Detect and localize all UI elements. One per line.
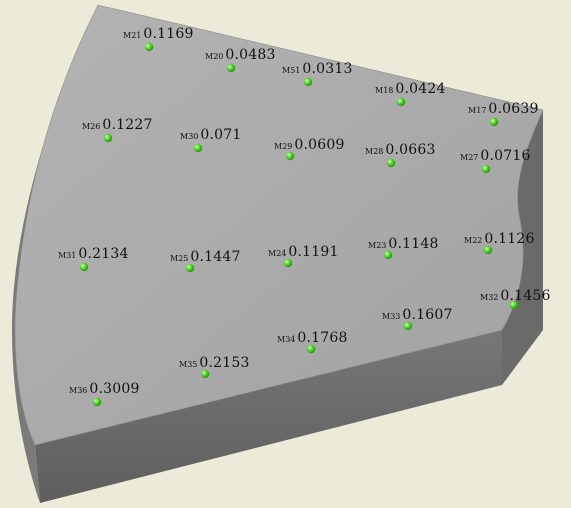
measurement-id: M18 [375,86,394,95]
measurement-point-m34[interactable] [306,344,316,354]
measurement-tag: M29 0.0609 [274,138,345,152]
measurement-value: 0.1607 [402,307,453,323]
measurement-point-m20[interactable] [226,63,236,73]
part-front-face [35,330,502,503]
measurement-id: M28 [365,147,384,156]
measurement-id: M24 [268,249,287,258]
measurement-point-m31[interactable] [79,262,89,272]
measurement-point-m35[interactable] [200,369,210,379]
measurement-tag: M51 0.0313 [282,62,353,76]
measurement-id: M17 [468,106,487,115]
measurement-value: 0.1126 [484,231,535,247]
measurement-id: M51 [282,66,301,75]
measurement-point-m24[interactable] [283,258,293,268]
measurement-value: 0.0609 [294,137,345,153]
measurement-tag: M24 0.1191 [268,245,339,259]
measurement-tag: M33 0.1607 [382,308,453,322]
measurement-id: M27 [460,153,479,162]
measurement-value: 0.1768 [297,330,348,346]
measurement-tag: M20 0.0483 [205,48,276,62]
measurement-value: 0.0424 [395,81,446,97]
measurement-tag: M28 0.0663 [365,143,436,157]
part-top-face [14,4,544,446]
measurement-tag: M35 0.2153 [179,356,250,370]
measurement-tag: M27 0.0716 [460,149,531,163]
measurement-point-m22[interactable] [483,245,493,255]
measurement-id: M35 [179,360,198,369]
measurement-tag: M30 0.071 [180,128,241,142]
measurement-tag: M25 0.1447 [170,250,241,264]
measurement-point-m30[interactable] [193,143,203,153]
measurement-tag: M22 0.1126 [464,232,535,246]
measurement-value: 0.2153 [199,355,250,371]
measurement-point-m26[interactable] [103,133,113,143]
measurement-point-m51[interactable] [303,77,313,87]
measurement-tag: M31 0.2134 [58,247,129,261]
part-inner-arc-face [502,110,543,385]
measurement-point-m28[interactable] [386,158,396,168]
measurement-tag: M26 0.1227 [82,118,153,132]
measurement-value: 0.071 [200,127,242,143]
measurement-id: M25 [170,254,189,263]
measurement-id: M21 [123,31,142,40]
measurement-id: M23 [368,241,387,250]
measurement-point-m23[interactable] [383,250,393,260]
measurement-id: M34 [277,335,296,344]
measurement-point-m33[interactable] [403,321,413,331]
measurement-point-m32[interactable] [509,300,519,310]
measurement-tag: M32 0.1456 [480,289,551,303]
measurement-point-m21[interactable] [144,42,154,52]
measurement-point-m17[interactable] [489,117,499,127]
measurement-id: M30 [180,132,199,141]
measurement-value: 0.1148 [388,236,439,252]
measurement-id: M32 [480,293,499,302]
measurement-tag: M17 0.0639 [468,102,539,116]
measurement-value: 0.0716 [480,148,531,164]
measurement-value: 0.0663 [385,142,436,158]
measurement-point-m27[interactable] [481,164,491,174]
measurement-id: M26 [82,122,101,131]
measurement-value: 0.1227 [102,117,153,133]
measurement-point-m36[interactable] [92,397,102,407]
measurement-value: 0.1191 [288,244,339,260]
measurement-id: M29 [274,142,293,151]
measurement-point-m25[interactable] [185,263,195,273]
measurement-id: M36 [69,386,88,395]
measurement-value: 0.3009 [89,381,140,397]
measurement-value: 0.1169 [143,26,194,42]
measurement-value: 0.2134 [78,246,129,262]
measurement-value: 0.1447 [190,249,241,265]
measurement-tag: M36 0.3009 [69,382,140,396]
measurement-id: M31 [58,251,77,260]
measurement-value: 0.0483 [225,47,276,63]
measurement-point-m18[interactable] [396,97,406,107]
measurement-value: 0.0639 [488,101,539,117]
measurement-id: M22 [464,236,483,245]
measurement-value: 0.1456 [500,288,551,304]
measurement-tag: M34 0.1768 [277,331,348,345]
measurement-id: M33 [382,312,401,321]
measurement-tag: M23 0.1148 [368,237,439,251]
measurement-id: M20 [205,52,224,61]
measurement-value: 0.0313 [302,61,353,77]
measurement-tag: M21 0.1169 [123,27,194,41]
measurement-tag: M18 0.0424 [375,82,446,96]
measurement-point-m29[interactable] [285,151,295,161]
